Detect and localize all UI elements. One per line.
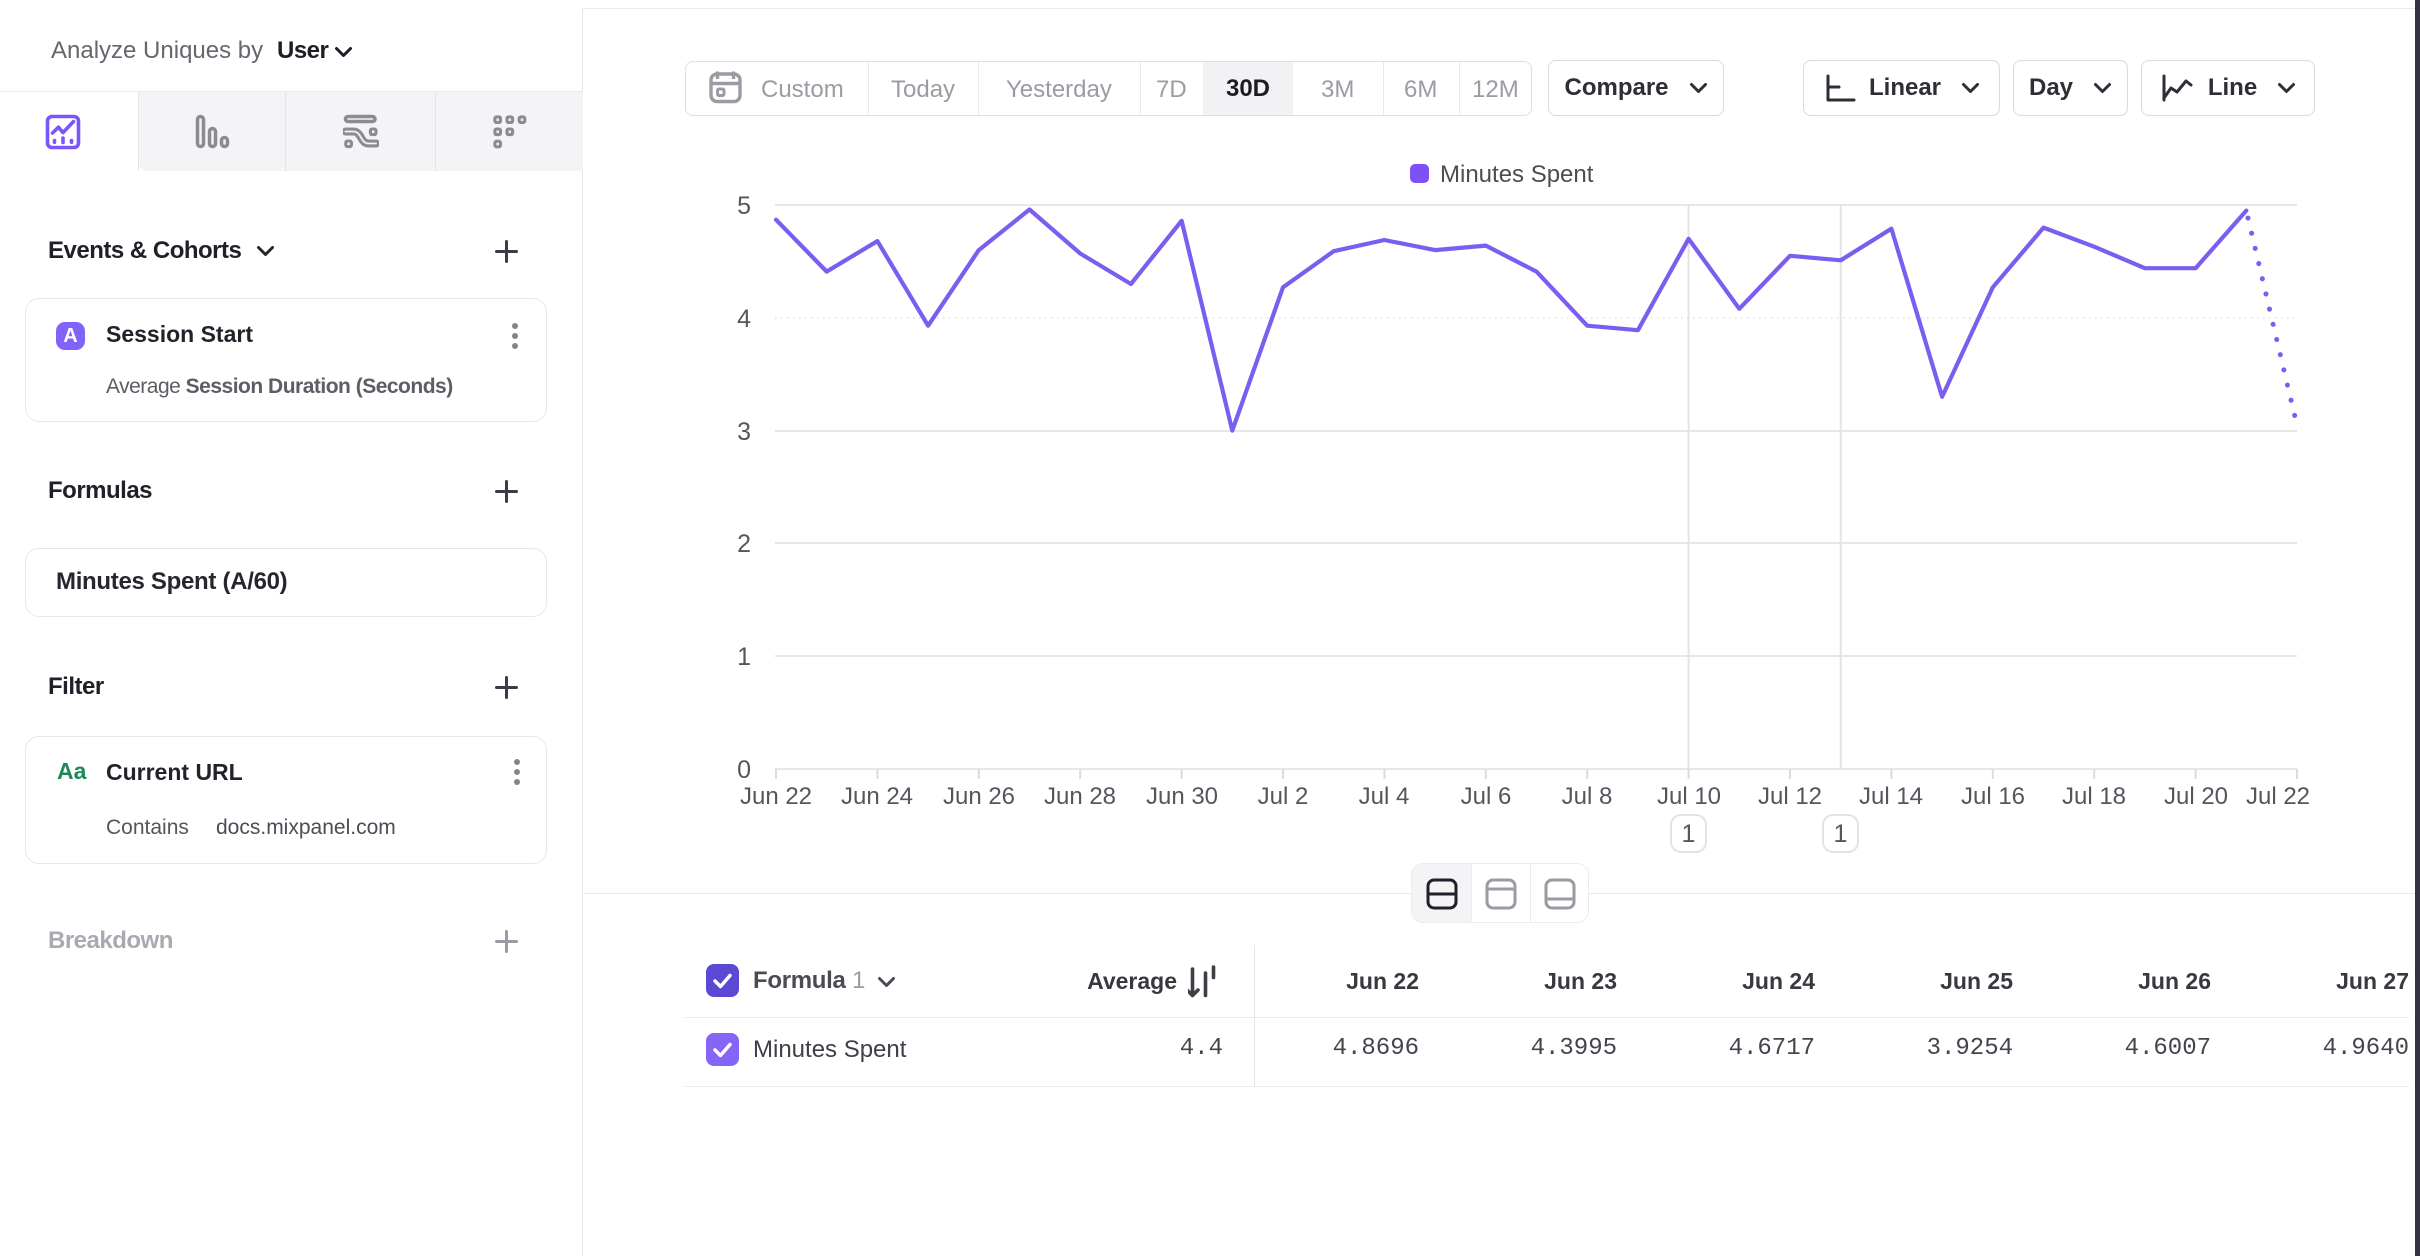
- svg-text:1: 1: [737, 643, 751, 671]
- svg-text:Jul 4: Jul 4: [1359, 783, 1410, 810]
- svg-text:1: 1: [1682, 820, 1696, 848]
- svg-text:0: 0: [737, 756, 751, 784]
- svg-text:Jul 12: Jul 12: [1758, 783, 1822, 810]
- svg-text:2: 2: [737, 530, 751, 558]
- svg-text:Jun 28: Jun 28: [1044, 783, 1116, 810]
- svg-text:Jun 22: Jun 22: [740, 783, 812, 810]
- svg-text:Jun 26: Jun 26: [943, 783, 1015, 810]
- svg-text:Jul 22: Jul 22: [2246, 783, 2310, 810]
- svg-text:3: 3: [737, 418, 751, 446]
- svg-text:Jul 20: Jul 20: [2164, 783, 2228, 810]
- svg-text:Jul 2: Jul 2: [1258, 783, 1309, 810]
- svg-text:Jul 8: Jul 8: [1562, 783, 1613, 810]
- svg-text:1: 1: [1834, 820, 1848, 848]
- svg-text:Jul 16: Jul 16: [1961, 783, 2025, 810]
- svg-text:Jun 30: Jun 30: [1146, 783, 1218, 810]
- svg-text:Jul 14: Jul 14: [1859, 783, 1923, 810]
- svg-text:4: 4: [737, 305, 751, 333]
- svg-text:Jul 6: Jul 6: [1461, 783, 1512, 810]
- svg-text:Jul 18: Jul 18: [2062, 783, 2126, 810]
- svg-text:5: 5: [737, 192, 751, 220]
- svg-text:Jun 24: Jun 24: [841, 783, 913, 810]
- svg-text:Jul 10: Jul 10: [1657, 783, 1721, 810]
